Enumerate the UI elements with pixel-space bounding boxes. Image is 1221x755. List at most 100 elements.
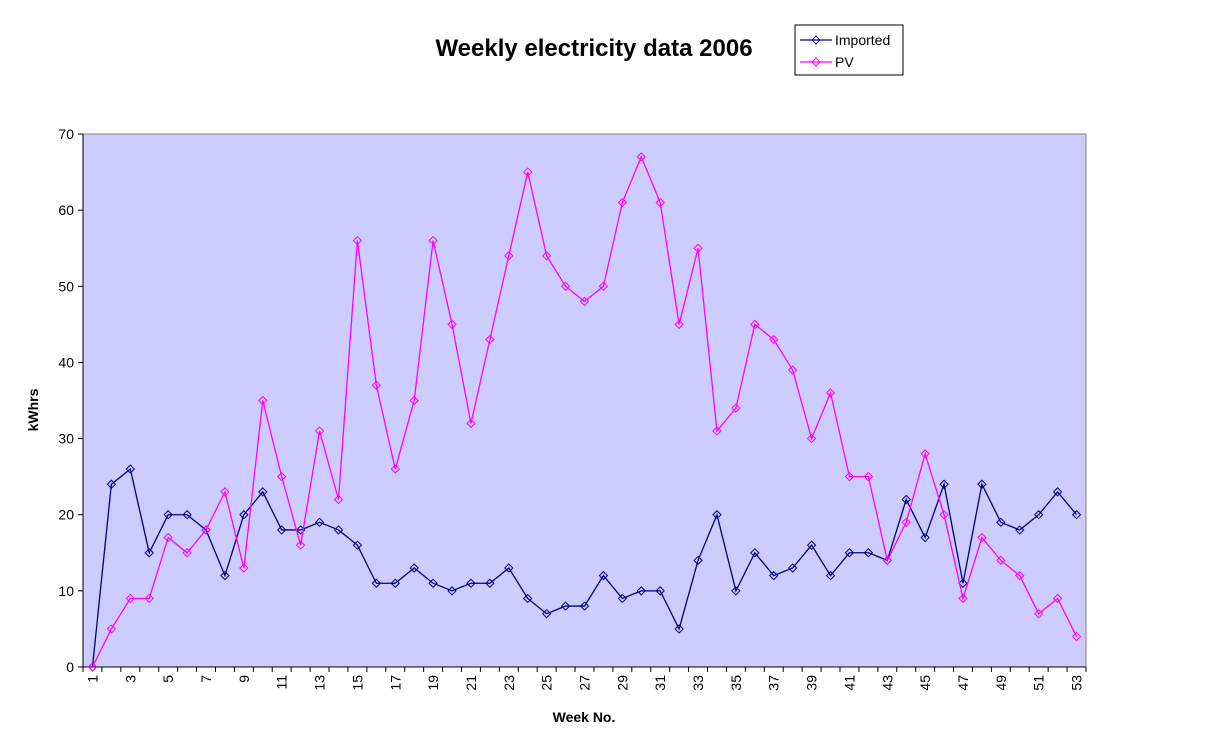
- y-axis-label: kWhrs: [25, 388, 41, 431]
- x-tick-label: 49: [993, 675, 1009, 691]
- data-point: [333, 525, 344, 535]
- x-tick-label: 53: [1069, 675, 1085, 691]
- data-point: [560, 601, 571, 611]
- x-tick-label: 9: [236, 675, 252, 683]
- data-point: [485, 578, 495, 588]
- data-point: [844, 471, 855, 482]
- data-point: [693, 555, 703, 566]
- chart-title: Weekly electricity data 2006: [435, 35, 752, 62]
- y-tick-label: 70: [58, 126, 74, 142]
- series-pv: [87, 152, 1082, 672]
- data-point: [295, 540, 306, 550]
- y-tick-label: 0: [66, 659, 74, 675]
- data-point: [390, 578, 400, 588]
- data-point: [523, 593, 533, 604]
- plot-area: [82, 133, 1087, 668]
- y-tick-label: 40: [58, 354, 74, 370]
- y-tick-label: 20: [58, 507, 74, 523]
- data-point: [409, 395, 419, 406]
- x-tick-label: 21: [463, 675, 479, 691]
- data-point: [693, 243, 703, 253]
- data-point: [901, 517, 911, 528]
- data-point: [560, 281, 571, 291]
- x-tick-label: 41: [841, 675, 857, 691]
- x-tick-label: 5: [160, 675, 176, 683]
- data-point: [352, 540, 363, 550]
- data-point: [523, 167, 533, 177]
- data-point: [220, 570, 230, 581]
- data-point: [598, 281, 609, 291]
- data-point: [674, 624, 684, 634]
- legend-label: Imported: [835, 32, 890, 48]
- y-tick-label: 60: [58, 202, 74, 218]
- data-point: [579, 601, 590, 611]
- data-point: [447, 586, 457, 596]
- data-point: [1015, 525, 1025, 535]
- x-tick-label: 29: [614, 675, 630, 691]
- data-point: [428, 235, 438, 246]
- data-point: [352, 235, 363, 246]
- legend-swatch-marker: [811, 35, 821, 45]
- data-point: [106, 479, 117, 489]
- x-tick-label: 3: [122, 675, 138, 683]
- data-point: [617, 197, 628, 208]
- data-point: [825, 570, 836, 581]
- data-point: [674, 319, 684, 330]
- data-point: [504, 251, 514, 261]
- data-point: [750, 548, 760, 558]
- data-point: [636, 586, 646, 596]
- data-point: [996, 517, 1006, 528]
- data-point: [977, 532, 987, 543]
- data-point: [144, 593, 154, 604]
- data-point: [1071, 631, 1082, 642]
- legend-label: PV: [835, 54, 854, 70]
- data-point: [958, 578, 968, 588]
- data-point: [939, 479, 949, 489]
- data-point: [598, 570, 609, 581]
- data-point: [163, 510, 173, 520]
- data-point: [541, 608, 552, 619]
- data-point: [333, 494, 344, 505]
- data-point: [636, 152, 646, 162]
- data-point: [1052, 593, 1063, 604]
- data-point: [901, 494, 911, 505]
- x-tick-label: 39: [804, 675, 820, 691]
- data-point: [125, 464, 136, 474]
- data-point: [579, 296, 590, 307]
- y-tick-label: 50: [58, 278, 74, 294]
- data-point: [1033, 510, 1044, 520]
- legend-swatch-marker: [811, 57, 821, 67]
- data-point: [787, 365, 798, 375]
- data-point: [314, 517, 325, 528]
- data-point: [920, 532, 930, 543]
- data-point: [939, 510, 949, 520]
- data-point: [87, 662, 98, 672]
- data-point: [277, 471, 287, 482]
- data-point: [977, 479, 987, 489]
- data-point: [182, 510, 192, 520]
- data-point: [731, 586, 741, 596]
- data-point: [769, 570, 779, 581]
- x-tick-label: 47: [955, 675, 971, 691]
- data-point: [466, 418, 476, 429]
- x-tick-label: 17: [387, 675, 403, 691]
- data-point: [144, 548, 154, 558]
- data-point: [1071, 510, 1082, 520]
- data-point: [428, 578, 438, 588]
- data-point: [182, 548, 192, 558]
- data-point: [996, 555, 1006, 566]
- data-point: [258, 395, 268, 406]
- x-tick-label: 31: [652, 675, 668, 691]
- x-tick-label: 19: [425, 675, 441, 691]
- data-point: [712, 426, 722, 436]
- data-point: [409, 563, 419, 573]
- data-point: [882, 555, 892, 566]
- data-point: [541, 251, 552, 261]
- x-tick-label: 11: [274, 675, 290, 690]
- data-point: [844, 548, 855, 558]
- data-point: [769, 334, 779, 345]
- data-point: [447, 319, 457, 330]
- x-tick-label: 15: [349, 675, 365, 691]
- data-point: [1052, 487, 1063, 497]
